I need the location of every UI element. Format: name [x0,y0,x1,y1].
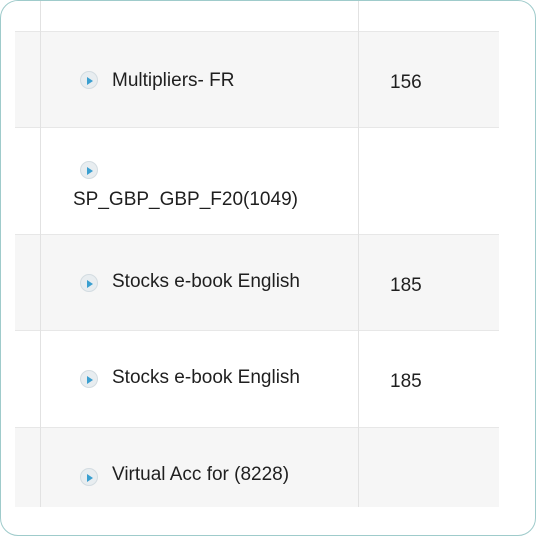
table-row[interactable]: SP_GBP_GBP_F20(1049) [15,128,499,235]
row-name[interactable]: Virtual Acc for (8228) [112,464,290,485]
row-name[interactable]: Multipliers- FR [112,70,235,91]
play-circle-icon[interactable] [80,370,98,388]
row-value: 185 [390,371,422,392]
table-row[interactable]: Virtual Acc for (8228) [15,428,499,507]
row-name[interactable]: Stocks e-book English [112,367,300,388]
play-circle-icon[interactable] [80,71,98,89]
row-name[interactable]: Stocks e-book English [112,271,300,292]
table-row[interactable]: Stocks e-book English 185 [15,235,499,331]
column-divider [358,1,359,507]
play-circle-icon[interactable] [80,468,98,486]
table-row[interactable]: Stocks e-book English 185 [15,331,499,428]
table-row [15,1,499,32]
column-divider [40,1,41,507]
row-value: 156 [390,72,422,93]
play-circle-icon[interactable] [80,274,98,292]
row-name[interactable]: SP_GBP_GBP_F20(1049) [73,189,298,210]
play-circle-icon[interactable] [80,161,98,179]
table-row[interactable]: Multipliers- FR 156 [15,32,499,128]
row-value: 185 [390,275,422,296]
data-table: Multipliers- FR 156 SP_GBP_GBP_F20(1049)… [15,1,499,507]
